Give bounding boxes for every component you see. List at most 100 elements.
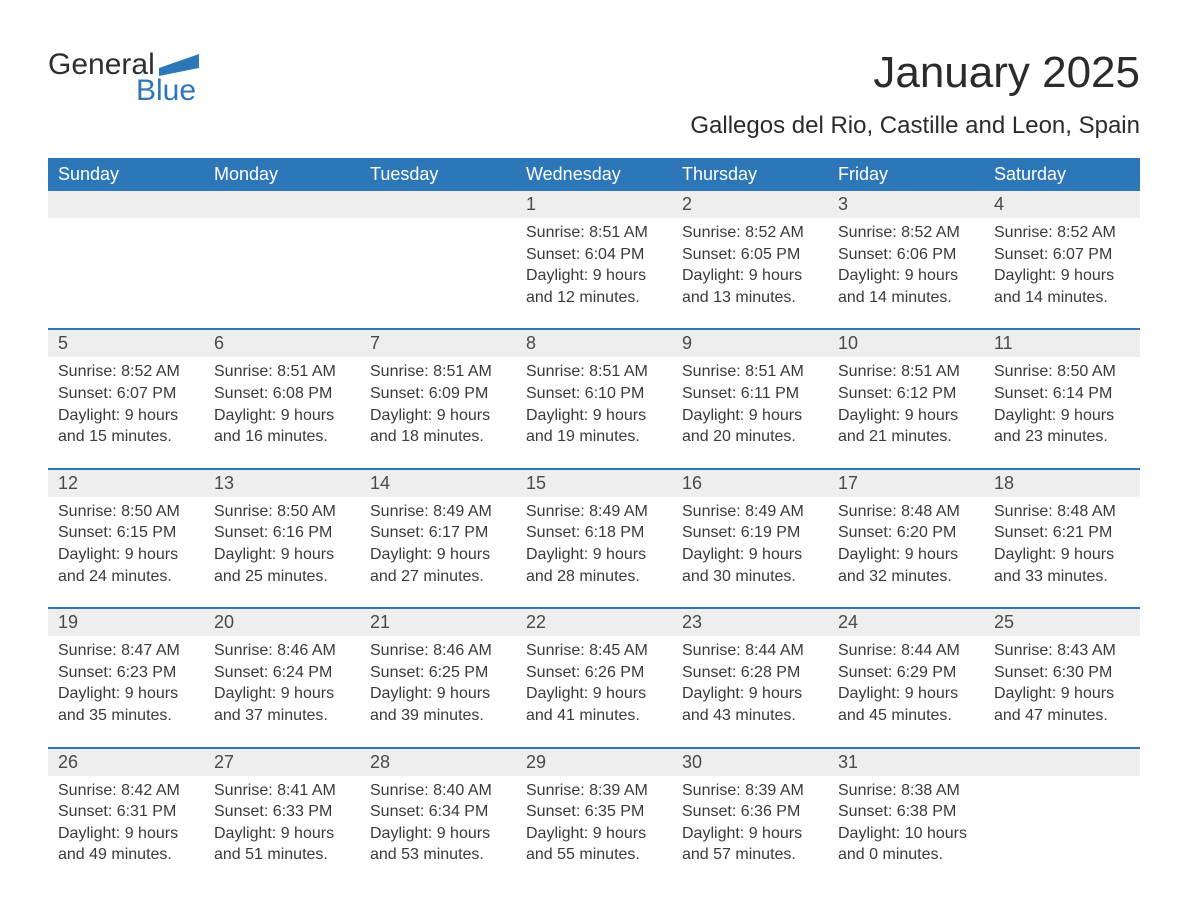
daylight-line-1: Daylight: 9 hours [526, 544, 662, 566]
sunrise-line: Sunrise: 8:46 AM [370, 640, 506, 662]
sunset-line: Sunset: 6:07 PM [994, 244, 1130, 266]
sunset-line: Sunset: 6:14 PM [994, 383, 1130, 405]
sunset-line: Sunset: 6:20 PM [838, 522, 974, 544]
calendar-day: 10Sunrise: 8:51 AMSunset: 6:12 PMDayligh… [828, 330, 984, 453]
calendar-day: 22Sunrise: 8:45 AMSunset: 6:26 PMDayligh… [516, 609, 672, 732]
daylight-line-1: Daylight: 9 hours [214, 683, 350, 705]
day-details: Sunrise: 8:44 AMSunset: 6:28 PMDaylight:… [672, 636, 828, 732]
sunset-line: Sunset: 6:26 PM [526, 662, 662, 684]
daylight-line-2: and 47 minutes. [994, 705, 1130, 727]
daylight-line-2: and 57 minutes. [682, 844, 818, 866]
daylight-line-1: Daylight: 9 hours [682, 683, 818, 705]
calendar-week: 5Sunrise: 8:52 AMSunset: 6:07 PMDaylight… [48, 328, 1140, 453]
sunset-line: Sunset: 6:04 PM [526, 244, 662, 266]
day-number: 28 [360, 749, 516, 776]
daylight-line-2: and 19 minutes. [526, 426, 662, 448]
daylight-line-2: and 35 minutes. [58, 705, 194, 727]
calendar-day: 5Sunrise: 8:52 AMSunset: 6:07 PMDaylight… [48, 330, 204, 453]
daylight-line-1: Daylight: 9 hours [214, 544, 350, 566]
day-details [360, 218, 516, 310]
day-details: Sunrise: 8:44 AMSunset: 6:29 PMDaylight:… [828, 636, 984, 732]
calendar-day [360, 191, 516, 314]
weeks-container: 1Sunrise: 8:51 AMSunset: 6:04 PMDaylight… [48, 191, 1140, 872]
day-details: Sunrise: 8:40 AMSunset: 6:34 PMDaylight:… [360, 776, 516, 872]
daylight-line-2: and 53 minutes. [370, 844, 506, 866]
sunset-line: Sunset: 6:38 PM [838, 801, 974, 823]
sunset-line: Sunset: 6:10 PM [526, 383, 662, 405]
calendar-day: 15Sunrise: 8:49 AMSunset: 6:18 PMDayligh… [516, 470, 672, 593]
sunrise-line: Sunrise: 8:52 AM [994, 222, 1130, 244]
day-details [984, 776, 1140, 868]
logo-word-2: Blue [136, 74, 199, 108]
daylight-line-2: and 37 minutes. [214, 705, 350, 727]
day-details: Sunrise: 8:46 AMSunset: 6:24 PMDaylight:… [204, 636, 360, 732]
daylight-line-2: and 13 minutes. [682, 287, 818, 309]
calendar-day: 9Sunrise: 8:51 AMSunset: 6:11 PMDaylight… [672, 330, 828, 453]
sunset-line: Sunset: 6:09 PM [370, 383, 506, 405]
sunset-line: Sunset: 6:12 PM [838, 383, 974, 405]
day-number: 12 [48, 470, 204, 497]
weekday-label: Sunday [48, 158, 204, 191]
sunrise-line: Sunrise: 8:48 AM [994, 501, 1130, 523]
daylight-line-2: and 43 minutes. [682, 705, 818, 727]
sunrise-line: Sunrise: 8:52 AM [58, 361, 194, 383]
daylight-line-1: Daylight: 9 hours [526, 405, 662, 427]
weekday-label: Monday [204, 158, 360, 191]
daylight-line-1: Daylight: 9 hours [838, 544, 974, 566]
day-number: 23 [672, 609, 828, 636]
day-details: Sunrise: 8:49 AMSunset: 6:19 PMDaylight:… [672, 497, 828, 593]
daylight-line-2: and 15 minutes. [58, 426, 194, 448]
calendar-day: 18Sunrise: 8:48 AMSunset: 6:21 PMDayligh… [984, 470, 1140, 593]
day-number [48, 191, 204, 218]
sunrise-line: Sunrise: 8:51 AM [370, 361, 506, 383]
sunrise-line: Sunrise: 8:46 AM [214, 640, 350, 662]
calendar-day: 13Sunrise: 8:50 AMSunset: 6:16 PMDayligh… [204, 470, 360, 593]
daylight-line-1: Daylight: 9 hours [994, 683, 1130, 705]
sunset-line: Sunset: 6:16 PM [214, 522, 350, 544]
day-number: 16 [672, 470, 828, 497]
day-details: Sunrise: 8:39 AMSunset: 6:36 PMDaylight:… [672, 776, 828, 872]
daylight-line-2: and 33 minutes. [994, 566, 1130, 588]
daylight-line-1: Daylight: 9 hours [994, 405, 1130, 427]
sunset-line: Sunset: 6:25 PM [370, 662, 506, 684]
sunrise-line: Sunrise: 8:39 AM [526, 780, 662, 802]
day-number: 6 [204, 330, 360, 357]
day-details: Sunrise: 8:45 AMSunset: 6:26 PMDaylight:… [516, 636, 672, 732]
calendar-day: 19Sunrise: 8:47 AMSunset: 6:23 PMDayligh… [48, 609, 204, 732]
daylight-line-2: and 45 minutes. [838, 705, 974, 727]
daylight-line-1: Daylight: 9 hours [682, 405, 818, 427]
day-number: 1 [516, 191, 672, 218]
daylight-line-2: and 39 minutes. [370, 705, 506, 727]
sunrise-line: Sunrise: 8:50 AM [58, 501, 194, 523]
weekday-header-row: Sunday Monday Tuesday Wednesday Thursday… [48, 158, 1140, 191]
calendar-day: 1Sunrise: 8:51 AMSunset: 6:04 PMDaylight… [516, 191, 672, 314]
sunset-line: Sunset: 6:11 PM [682, 383, 818, 405]
calendar-day: 23Sunrise: 8:44 AMSunset: 6:28 PMDayligh… [672, 609, 828, 732]
calendar-day [48, 191, 204, 314]
daylight-line-1: Daylight: 9 hours [526, 265, 662, 287]
sunset-line: Sunset: 6:06 PM [838, 244, 974, 266]
calendar: Sunday Monday Tuesday Wednesday Thursday… [48, 158, 1140, 872]
daylight-line-1: Daylight: 9 hours [370, 405, 506, 427]
sunset-line: Sunset: 6:31 PM [58, 801, 194, 823]
daylight-line-1: Daylight: 9 hours [370, 544, 506, 566]
daylight-line-1: Daylight: 9 hours [994, 544, 1130, 566]
sunrise-line: Sunrise: 8:47 AM [58, 640, 194, 662]
sunset-line: Sunset: 6:24 PM [214, 662, 350, 684]
day-details: Sunrise: 8:41 AMSunset: 6:33 PMDaylight:… [204, 776, 360, 872]
sunset-line: Sunset: 6:21 PM [994, 522, 1130, 544]
day-number: 26 [48, 749, 204, 776]
calendar-day [204, 191, 360, 314]
sunrise-line: Sunrise: 8:38 AM [838, 780, 974, 802]
calendar-day: 25Sunrise: 8:43 AMSunset: 6:30 PMDayligh… [984, 609, 1140, 732]
calendar-week: 19Sunrise: 8:47 AMSunset: 6:23 PMDayligh… [48, 607, 1140, 732]
day-details: Sunrise: 8:38 AMSunset: 6:38 PMDaylight:… [828, 776, 984, 872]
calendar-day: 24Sunrise: 8:44 AMSunset: 6:29 PMDayligh… [828, 609, 984, 732]
weekday-label: Saturday [984, 158, 1140, 191]
day-details: Sunrise: 8:51 AMSunset: 6:08 PMDaylight:… [204, 357, 360, 453]
day-details: Sunrise: 8:51 AMSunset: 6:10 PMDaylight:… [516, 357, 672, 453]
day-number: 25 [984, 609, 1140, 636]
sunset-line: Sunset: 6:35 PM [526, 801, 662, 823]
daylight-line-1: Daylight: 9 hours [58, 823, 194, 845]
day-number: 2 [672, 191, 828, 218]
